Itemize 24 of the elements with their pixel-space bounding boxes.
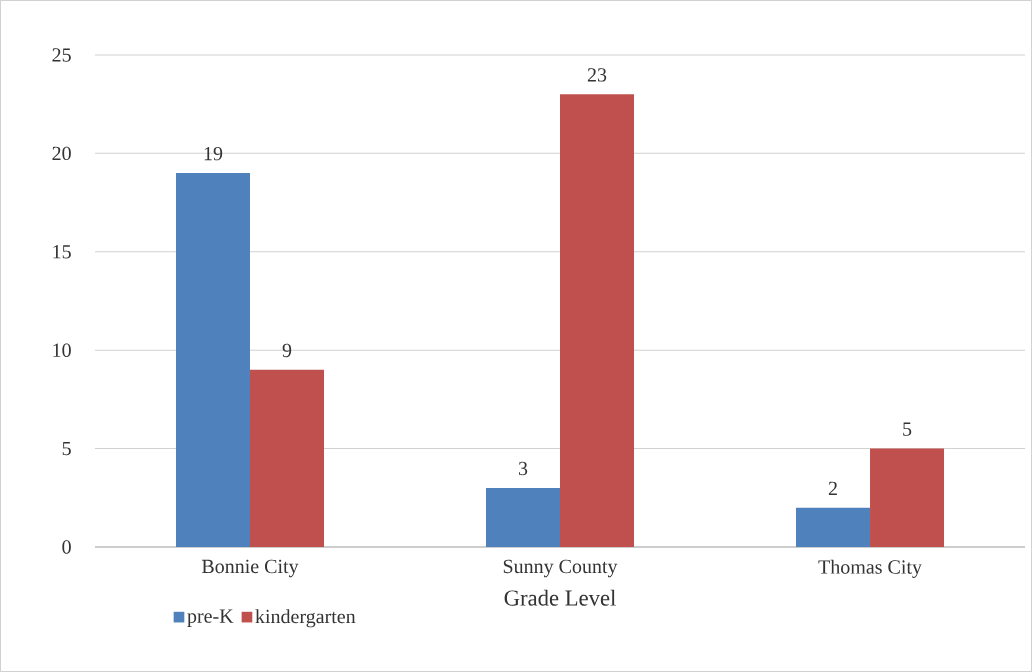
x-tick-label: Thomas City — [818, 559, 922, 578]
bar — [486, 487, 561, 548]
data-label: 9 — [282, 343, 292, 358]
legend-label: kindergarten — [255, 609, 356, 628]
bar — [796, 507, 871, 548]
data-label: 19 — [204, 146, 223, 161]
bar — [175, 173, 250, 548]
y-tick-label: 15 — [53, 245, 71, 259]
bar — [249, 369, 324, 548]
bar — [870, 448, 945, 548]
data-label: 23 — [587, 68, 607, 82]
data-label: 5 — [903, 422, 912, 436]
y-tick-label: 25 — [52, 48, 71, 62]
legend-label: pre-K — [187, 609, 234, 627]
y-tick-label: 0 — [62, 540, 71, 554]
bar — [560, 94, 635, 548]
data-label: 3 — [518, 461, 528, 476]
y-tick-label: 10 — [53, 343, 71, 357]
y-tick-label: 5 — [62, 441, 71, 456]
x-axis-title: Grade Level — [504, 589, 616, 606]
x-tick-label: Bonnie City — [201, 559, 299, 578]
y-tick-label: 20 — [52, 146, 71, 161]
data-label: 2 — [828, 481, 837, 495]
x-tick-label: Sunny County — [503, 559, 618, 578]
